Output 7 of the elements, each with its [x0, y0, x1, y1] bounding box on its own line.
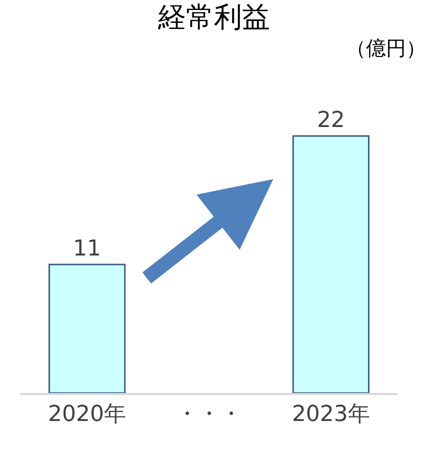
chart-title: 経常利益 — [157, 0, 270, 34]
data-label: 22 — [316, 108, 345, 133]
x-tick-label: 2020年 — [48, 402, 126, 428]
x-tick-label: ・・・ — [176, 402, 242, 428]
data-label: 11 — [73, 236, 102, 262]
text: （億円） — [346, 36, 426, 60]
x-tick-label: 2023年 — [292, 402, 370, 428]
